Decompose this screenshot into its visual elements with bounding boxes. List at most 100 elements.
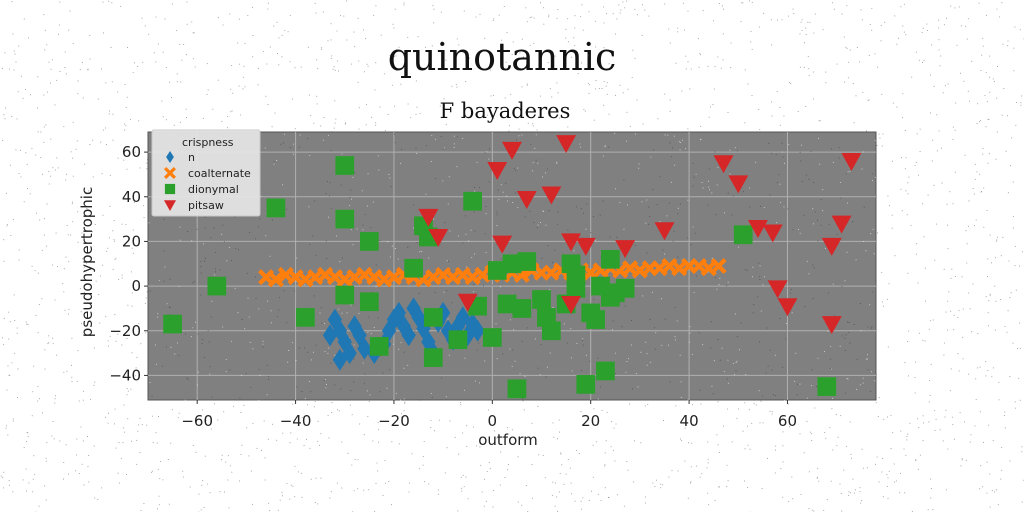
data-point-pitsaw xyxy=(502,141,522,160)
data-point-pitsaw xyxy=(654,222,675,241)
data-point-pitsaw xyxy=(561,295,582,314)
legend-marker-pitsaw xyxy=(164,200,176,211)
legend-box xyxy=(151,129,261,217)
data-point-pitsaw xyxy=(575,237,596,256)
data-point-dionymal xyxy=(532,290,551,309)
data-point-pitsaw xyxy=(821,237,842,256)
data-point-pitsaw xyxy=(762,224,783,243)
y-axis-label: pseudohypertrophic xyxy=(78,187,96,337)
legend: crispness n coalternate dionymal pitsaw xyxy=(151,129,261,217)
y-tick-label: 40 xyxy=(122,188,141,206)
data-point-dionymal xyxy=(423,308,443,327)
x-tick-label: 40 xyxy=(680,412,699,430)
data-point-coalternate xyxy=(710,258,727,274)
data-point-pitsaw xyxy=(492,235,513,254)
x-tick-label: 60 xyxy=(778,412,797,430)
data-point-dionymal xyxy=(601,249,620,269)
legend-label: n xyxy=(188,151,195,164)
data-point-dionymal xyxy=(360,232,379,251)
data-point-pitsaw xyxy=(767,280,788,299)
y-tick-label: 0 xyxy=(131,277,141,295)
data-point-dionymal xyxy=(296,308,315,327)
data-point-pitsaw xyxy=(777,298,798,317)
grid xyxy=(148,132,876,400)
x-tick-label: 0 xyxy=(488,412,498,430)
legend-label: pitsaw xyxy=(188,199,224,212)
data-point-dionymal xyxy=(335,156,355,175)
data-point-dionymal xyxy=(566,265,586,285)
data-point-n xyxy=(332,319,347,342)
data-point-pitsaw xyxy=(457,293,478,312)
legend-entries: n coalternate dionymal pitsaw xyxy=(164,151,251,212)
data-point-n xyxy=(322,324,338,347)
data-point-dionymal xyxy=(487,261,507,280)
data-point-pitsaw xyxy=(841,153,862,172)
data-point-pitsaw xyxy=(541,186,562,205)
x-tick-label: −60 xyxy=(181,412,213,430)
data-point-n xyxy=(332,348,347,371)
data-point-dionymal xyxy=(497,294,517,314)
data-point-dionymal xyxy=(423,348,443,367)
legend-title: crispness xyxy=(182,136,234,149)
legend-label: dionymal xyxy=(188,183,239,196)
data-point-dionymal xyxy=(463,191,482,211)
legend-label: coalternate xyxy=(188,167,251,180)
data-point-dionymal xyxy=(507,379,527,399)
data-point-dionymal xyxy=(576,375,596,394)
data-point-dionymal xyxy=(369,337,389,356)
data-point-n xyxy=(357,337,372,360)
data-point-dionymal xyxy=(615,278,635,298)
data-point-dionymal xyxy=(542,321,561,341)
data-point-pitsaw xyxy=(428,228,449,247)
chart-title: quinotannic xyxy=(388,35,617,79)
data-point-dionymal xyxy=(266,198,286,218)
data-point-dionymal xyxy=(502,254,522,274)
data-point-pitsaw xyxy=(487,161,508,180)
data-point-dionymal xyxy=(596,361,615,381)
data-point-dionymal xyxy=(512,299,532,318)
data-point-dionymal xyxy=(207,276,227,296)
y-tick-label: 20 xyxy=(122,232,141,250)
x-tick-label: −40 xyxy=(280,412,312,430)
data-point-dionymal xyxy=(360,292,379,312)
data-point-dionymal xyxy=(335,285,355,305)
data-point-pitsaw xyxy=(615,240,636,259)
legend-marker-coalternate xyxy=(164,167,176,179)
data-point-n xyxy=(435,301,451,324)
data-point-coalternate xyxy=(267,271,284,288)
data-point-n xyxy=(401,324,416,347)
data-point-pitsaw xyxy=(728,175,749,194)
data-point-dionymal xyxy=(817,377,837,396)
legend-marker-n xyxy=(166,151,174,163)
data-point-dionymal xyxy=(335,209,355,229)
chart-subtitle: F bayaderes xyxy=(440,99,571,123)
data-point-n xyxy=(391,301,407,324)
x-axis-label: outform xyxy=(478,431,538,449)
data-point-dionymal xyxy=(586,310,605,329)
data-point-dionymal xyxy=(733,225,753,245)
x-tick-label: 20 xyxy=(581,412,600,430)
data-point-pitsaw xyxy=(418,208,439,227)
y-axis-ticks: −40 −20 0 20 40 60 xyxy=(109,143,148,384)
data-point-n xyxy=(460,324,475,347)
data-marks xyxy=(163,135,862,399)
x-axis-ticks: −60 −40 −20 0 20 40 60 xyxy=(181,400,797,430)
data-point-dionymal xyxy=(448,330,468,350)
data-point-pitsaw xyxy=(831,215,852,234)
data-point-pitsaw xyxy=(556,135,577,154)
data-point-pitsaw xyxy=(821,316,842,335)
y-tick-label: 60 xyxy=(122,143,141,161)
y-tick-label: −20 xyxy=(109,322,141,340)
y-tick-label: −40 xyxy=(109,366,141,384)
series-pitsaw xyxy=(418,135,862,335)
x-tick-label: −20 xyxy=(378,412,410,430)
data-point-dionymal xyxy=(163,314,182,334)
data-point-pitsaw xyxy=(516,191,537,209)
data-point-n xyxy=(470,319,485,342)
data-point-dionymal xyxy=(517,252,537,271)
data-point-pitsaw xyxy=(713,155,734,174)
legend-marker-dionymal xyxy=(164,183,176,195)
